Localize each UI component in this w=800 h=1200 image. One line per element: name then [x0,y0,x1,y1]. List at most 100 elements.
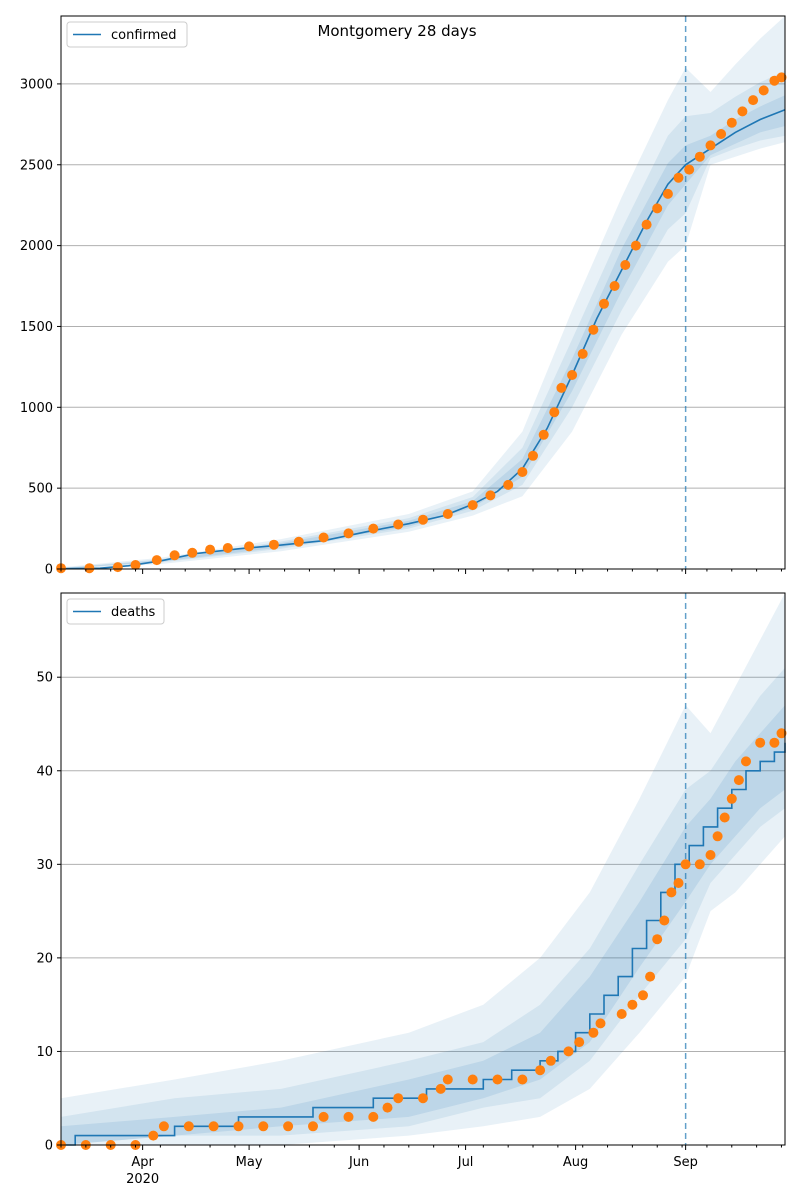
observed-point [719,812,730,823]
observed-point [726,793,737,804]
observed-point [187,547,198,558]
observed-point [588,324,599,335]
observed-point [673,878,684,888]
observed-point [205,544,216,555]
observed-point [222,543,233,553]
observed-point [652,934,663,945]
observed-point [435,1083,446,1094]
observed-point [308,1121,318,1132]
confidence-band-middle [61,71,785,569]
x-tick-label: Apr [131,1155,154,1170]
y-tick-label: 1500 [20,320,53,335]
observed-point [599,298,609,309]
observed-point [662,188,673,199]
observed-point [748,95,759,106]
y-tick-label: 1000 [20,401,53,416]
observed-point [652,203,663,214]
observed-point [776,728,787,739]
observed-point [233,1121,244,1132]
legend-box [66,598,165,625]
observed-point [705,140,716,151]
observed-point [694,151,705,162]
observed-point [517,467,528,477]
observed-point [442,1074,453,1085]
observed-point [130,560,141,570]
observed-point [169,550,180,561]
observed-point [84,563,95,574]
observed-point [492,1074,503,1085]
observed-point [620,260,631,270]
observed-point [737,106,748,117]
observed-point [659,915,670,926]
observed-point [151,555,162,566]
legend-label: deaths [111,605,156,620]
observed-point [368,523,379,534]
observed-point [716,129,727,139]
plot-frame [60,592,786,1146]
observed-point [467,1074,478,1085]
observed-point [595,1018,606,1029]
y-tick-label: 0 [45,1139,53,1154]
plot-frame [60,15,786,570]
x-tick-label: Jul [457,1155,474,1170]
observed-point [467,500,478,511]
observed-point [641,219,652,230]
y-tick-label: 30 [36,858,53,873]
observed-point [318,1111,329,1122]
observed-point [283,1121,294,1132]
observed-point [645,971,656,982]
y-tick-label: 500 [28,482,53,497]
legend-box [66,21,188,48]
observed-point [549,407,560,418]
observed-point [268,539,279,550]
observed-point [418,514,428,525]
x-tick-label: May [236,1155,263,1170]
observed-point [556,382,567,393]
observed-point [343,528,354,539]
observed-point [712,831,723,842]
observed-point [442,509,453,519]
observed-point [368,1111,379,1122]
x-tick-label: Sep [673,1155,698,1170]
observed-point [418,1093,428,1104]
observed-point [563,1046,574,1057]
observed-point [588,1027,599,1038]
observed-point [393,519,404,530]
observed-point [503,479,514,490]
observed-point [293,536,304,547]
observed-point [343,1111,354,1122]
observed-point [382,1102,393,1113]
y-tick-label: 3000 [20,77,53,92]
x-tick-label: Aug [563,1155,588,1170]
observed-point [684,164,695,175]
observed-point [208,1121,219,1132]
confirmed-panel: 0 500 1000 1500 2000 2500 3000 confirmed [20,15,787,578]
legend: deaths [66,598,165,625]
observed-point [694,859,705,870]
observed-point [528,450,538,461]
observed-point [567,370,578,380]
observed-point [148,1130,159,1141]
observed-point [577,348,588,359]
observed-point [741,756,751,767]
y-tick-label: 50 [36,671,53,686]
observed-point [726,117,737,128]
observed-point [318,532,329,543]
x-tick-sublabel: 2020 [126,1172,159,1187]
observed-point [627,999,638,1010]
observed-point [393,1093,404,1104]
observed-point [244,541,255,552]
observed-point [769,737,780,748]
observed-point [538,429,549,440]
observed-point [776,72,787,83]
observed-point [485,490,496,501]
observed-point [517,1074,528,1085]
x-tick-label: Jun [348,1155,369,1170]
y-tick-label: 2000 [20,239,53,254]
observed-point [112,562,123,573]
observed-point [183,1121,194,1132]
y-tick-label: 40 [36,764,53,779]
observed-point [705,850,716,860]
observed-point [258,1121,269,1132]
